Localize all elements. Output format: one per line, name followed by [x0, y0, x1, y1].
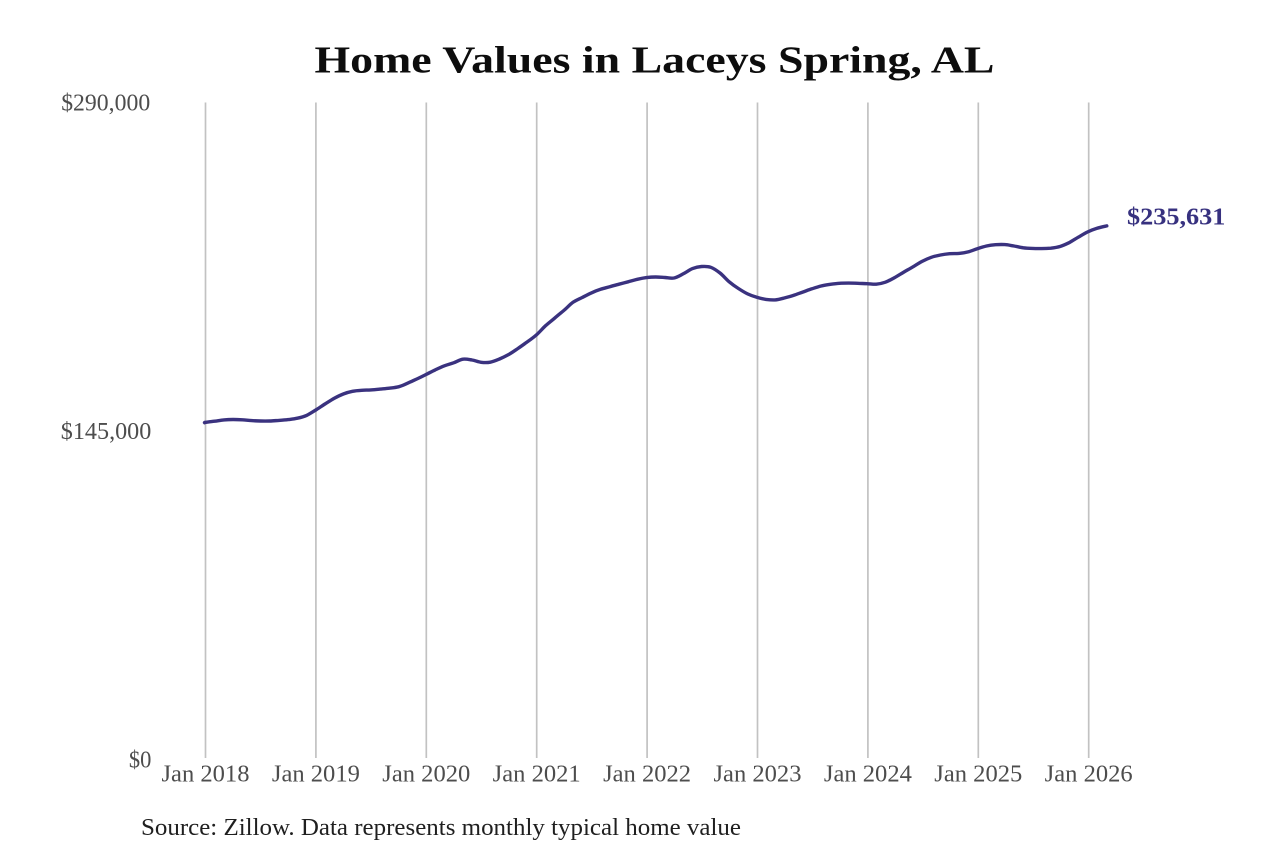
svg-text:Jan 2024: Jan 2024	[824, 762, 912, 788]
svg-text:Home Values in Laceys Spring,: Home Values in Laceys Spring, AL	[315, 39, 995, 81]
svg-text:$235,631: $235,631	[1127, 204, 1225, 230]
svg-text:Jan 2026: Jan 2026	[1045, 762, 1133, 788]
svg-text:Jan 2018: Jan 2018	[162, 762, 250, 788]
svg-text:Jan 2022: Jan 2022	[603, 762, 691, 788]
svg-text:Jan 2023: Jan 2023	[714, 762, 802, 788]
svg-text:$145,000: $145,000	[61, 419, 152, 445]
svg-text:Source: Zillow. Data represent: Source: Zillow. Data represents monthly …	[141, 814, 741, 841]
svg-text:Jan 2021: Jan 2021	[493, 762, 581, 788]
svg-text:$0: $0	[129, 748, 152, 774]
svg-text:Jan 2020: Jan 2020	[382, 762, 470, 788]
svg-text:$290,000: $290,000	[61, 91, 150, 117]
svg-text:Jan 2025: Jan 2025	[934, 762, 1022, 788]
svg-text:Jan 2019: Jan 2019	[272, 762, 360, 788]
